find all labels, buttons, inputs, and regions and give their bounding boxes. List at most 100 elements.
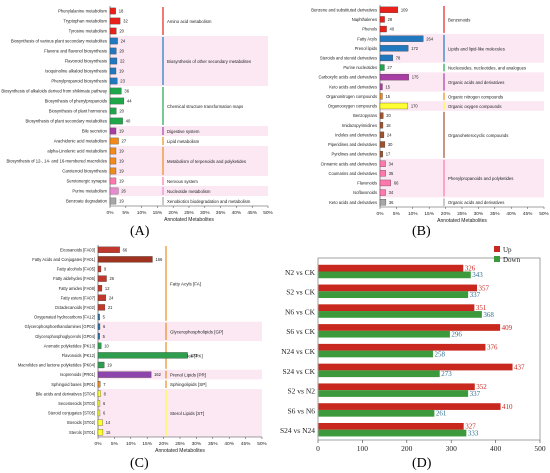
- panel-d-category-label: S2 vs N2: [287, 387, 315, 396]
- panel-a-category-label: Arachidonic acid metabolism: [54, 139, 108, 144]
- panel-b-bar-value: 36: [389, 200, 394, 205]
- panel-a-bar: [109, 27, 117, 35]
- panel-a-bar: [109, 137, 119, 145]
- panel-d-x-tick-label: 400: [490, 444, 502, 453]
- panel-d-bar-down: [318, 350, 434, 358]
- panel-label-a: (A): [130, 224, 150, 239]
- panel-a-bar: [109, 87, 122, 95]
- panel-a-bar-value: 44: [127, 99, 132, 104]
- panel-c-category-label: Macrolides and lactone polyketides [PK04…: [18, 363, 95, 368]
- panel-d-bar-up: [318, 284, 478, 292]
- panel-b-bar: [379, 131, 385, 138]
- panel-d-x-tick-label: 100: [357, 444, 369, 453]
- panel-label-d: (D): [412, 456, 432, 471]
- panel-c-bar: [97, 294, 107, 301]
- panel-c-bar: [97, 265, 102, 273]
- panel-c-bar: [97, 304, 106, 311]
- panel-c-bar-value: 12: [105, 286, 110, 291]
- panel-c-bar-value: 15: [106, 430, 111, 435]
- panel-b-group-label: Benzenoids: [448, 17, 470, 22]
- panel-b-group-label: Organic oxygen compounds: [448, 104, 502, 109]
- panel-a-bar-value: 20: [119, 109, 124, 114]
- panel-a-x-tick-label: 10%: [137, 210, 147, 216]
- panel-b-bar: [379, 150, 383, 158]
- panel-a-category-label: Flavonoid biosynthesis: [65, 59, 107, 64]
- panel-d-bar-down: [318, 429, 467, 437]
- panel-a-bar-value: 19: [119, 159, 124, 164]
- panel-b-x-tick-label: 40%: [506, 211, 516, 217]
- panel-d-value-label: 409: [502, 324, 513, 332]
- panel-c-bar-value: 162: [154, 372, 162, 377]
- panel-d-category-label: S6 vs N6: [287, 406, 315, 415]
- panel-d-bar-down: [318, 291, 469, 298]
- panel-c-bar-value: 166: [155, 257, 163, 262]
- panel-b-bar-value: 78: [396, 56, 401, 61]
- panel-b-group-label: Nucleosides, nucleotides, and analogues: [448, 66, 526, 71]
- panel-a-category-label: Biosynthesis of plant secondary metaboli…: [26, 119, 107, 124]
- panel-c-category-label: Isoprenoids [PR01]: [60, 372, 95, 377]
- panel-a-bar-value: 20: [119, 49, 124, 54]
- panel-b-svg: Benzenoids Lipids and lipid-like molecule…: [311, 5, 550, 222]
- panel-c-x-tick-label: 50%: [257, 441, 267, 447]
- panel-a-category-label: Isoquinoline alkaloid biosynthesis: [45, 69, 107, 74]
- panel-b-bar: [379, 199, 387, 206]
- panel-a-bar: [109, 107, 117, 115]
- panel-d-legend-swatch: [494, 246, 500, 252]
- panel-d-bar-down: [318, 409, 435, 417]
- panel-a-bar: [109, 17, 121, 25]
- panel-b-category-label: Keto acids and derivatives: [329, 200, 377, 205]
- panel-a-category-label: Purine metabolism: [72, 189, 107, 194]
- panel-b-bar: [379, 102, 409, 110]
- panel-c-x-tick-label: 40%: [224, 441, 234, 447]
- panel-a-group-band: [110, 186, 268, 196]
- panel-d-bar-down: [318, 390, 469, 397]
- panel-c-category-label: Oxygenated hydrocarbons [FA12]: [34, 315, 95, 320]
- panel-c-x-tick-label: 45%: [241, 441, 251, 447]
- panel-a-category-label: Tyrosine metabolism: [69, 29, 108, 34]
- panel-a-category-label: Bile secretion: [82, 129, 108, 134]
- panel-d-value-label: 352: [476, 383, 487, 391]
- panel-a-bar: [109, 117, 123, 125]
- panel-c-svg: Fatty Acyls [FA] Glycerophospholipids [GP…: [18, 245, 268, 454]
- panel-d-updown-chart: 0 100 200 300 400 500 N2 vs CK 326 343 S2 vs CK 35…: [278, 240, 550, 473]
- panel-a-x-tick-label: 35%: [216, 210, 226, 216]
- panel-b-category-label: Prenol lipids: [355, 46, 377, 51]
- panel-d-category-label: N24 vs CK: [281, 347, 315, 356]
- panel-c-bar: [97, 256, 153, 263]
- panel-b-x-tick-label: 5%: [393, 211, 401, 217]
- panel-c-category-label: Aromatic polyketides [PK13]: [44, 343, 95, 348]
- panel-c-bar: [97, 333, 100, 340]
- panel-a-bar: [109, 67, 117, 75]
- panel-a-category-label: Serotonergic synapse: [66, 179, 107, 184]
- panel-a-bar-value: 19: [119, 69, 124, 74]
- panel-b-category-label: Purine nucleotides: [343, 65, 377, 70]
- panel-d-value-label: 261: [436, 410, 447, 418]
- panel-b-category-label: Fatty Acyls: [357, 36, 377, 41]
- panel-c-bar-value: 9: [104, 267, 107, 272]
- panel-c-bar-value: 14: [106, 420, 111, 425]
- panel-a-bar-value: 40: [126, 119, 131, 124]
- panel-a-group-label: Digestive system: [167, 129, 200, 134]
- panel-c-category-label: Sterols [ST01]: [69, 430, 95, 435]
- panel-b-bar-value: 109: [401, 7, 409, 12]
- panel-d-bar-up: [318, 403, 501, 410]
- panel-c-category-label: Steroids [ST02]: [67, 420, 95, 425]
- panel-a-category-label: Carotenoid biosynthesis: [62, 169, 107, 174]
- panel-d-bar-down: [318, 311, 482, 318]
- panel-b-bar: [379, 54, 393, 62]
- panel-a-bar: [109, 57, 118, 65]
- panel-b-bar: [379, 141, 386, 148]
- panel-b-bar: [379, 122, 384, 129]
- panel-c-bar: [97, 275, 107, 282]
- panel-a-x-axis-title: Annotated Metabolites: [164, 217, 214, 222]
- panel-c-bar: [97, 390, 101, 397]
- panel-c-x-tick-label: 10%: [126, 441, 136, 447]
- panel-c-group-band: [98, 369, 262, 380]
- panel-d-bar-up: [318, 324, 501, 331]
- panel-b-bar: [379, 74, 409, 81]
- panel-c-category-label: Fatty aldehydes [FA06]: [53, 276, 95, 281]
- panel-d-value-label: 296: [451, 331, 462, 339]
- panel-b-x-tick-label: 15%: [424, 211, 434, 217]
- panel-c-bar-value: 24: [109, 295, 114, 300]
- panel-d-x-tick-label: 500: [534, 444, 546, 453]
